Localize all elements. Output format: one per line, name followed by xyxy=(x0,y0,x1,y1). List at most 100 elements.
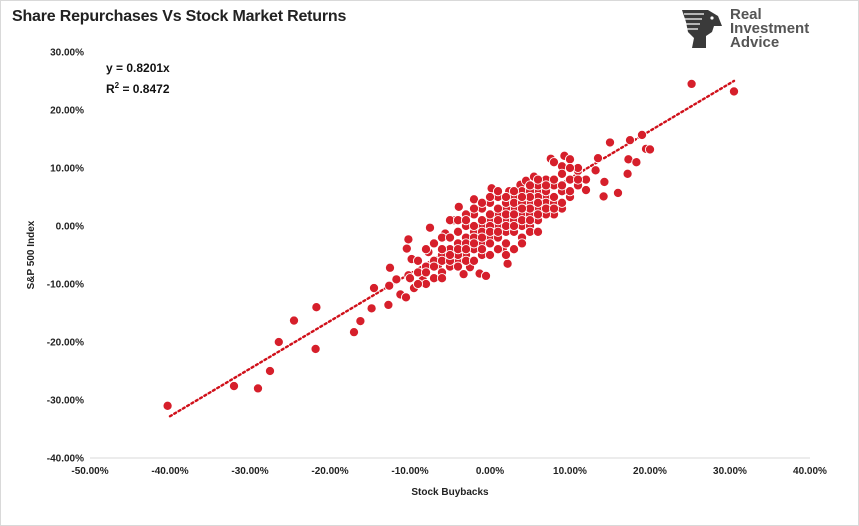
brand-logo: Real Investment Advice xyxy=(678,6,818,54)
data-point xyxy=(492,226,504,237)
data-point xyxy=(476,197,488,208)
data-point xyxy=(288,315,300,326)
data-point xyxy=(484,238,496,249)
data-point xyxy=(508,244,520,255)
data-point xyxy=(444,249,456,261)
data-point xyxy=(401,243,412,254)
data-point xyxy=(580,184,592,196)
data-point xyxy=(400,292,412,303)
data-point xyxy=(500,249,512,261)
data-point xyxy=(500,238,512,249)
r-squared-superscript: 2 xyxy=(114,81,120,90)
data-point xyxy=(412,255,424,266)
data-point xyxy=(590,165,601,176)
data-point xyxy=(556,168,568,179)
logo-line-1: Real xyxy=(730,6,762,23)
y-tick-label: 30.00% xyxy=(50,48,84,59)
data-point xyxy=(348,327,360,338)
data-point xyxy=(436,244,448,255)
x-tick-label: -20.00% xyxy=(311,466,348,477)
data-point xyxy=(460,215,472,226)
data-point xyxy=(368,283,380,294)
data-point xyxy=(311,302,322,313)
y-tick-label: 20.00% xyxy=(50,106,84,117)
data-point xyxy=(484,191,496,203)
data-point xyxy=(453,201,464,212)
data-point xyxy=(468,220,480,232)
y-tick-label: -30.00% xyxy=(47,396,84,407)
data-point xyxy=(548,191,560,203)
data-point xyxy=(604,137,616,148)
data-point xyxy=(516,238,528,249)
data-point xyxy=(532,209,544,220)
data-point xyxy=(532,226,544,237)
data-point xyxy=(532,197,544,208)
data-point xyxy=(492,186,504,197)
data-point xyxy=(310,343,321,355)
data-point xyxy=(728,86,740,97)
data-point xyxy=(480,270,492,281)
data-point xyxy=(366,303,377,314)
data-point xyxy=(424,222,436,233)
y-tick-label: -20.00% xyxy=(47,338,84,349)
x-tick-label: 30.00% xyxy=(713,466,747,477)
data-point xyxy=(556,180,568,191)
data-point xyxy=(548,203,560,214)
data-point xyxy=(458,269,469,280)
logo-line-3: Advice xyxy=(730,34,780,51)
data-point xyxy=(592,153,604,164)
data-point xyxy=(264,365,276,377)
data-point xyxy=(404,273,416,284)
r-squared-line: R2 = 0.8472 xyxy=(106,77,170,98)
data-point xyxy=(420,267,432,278)
data-point xyxy=(612,187,624,198)
data-point xyxy=(460,244,472,255)
regression-equation: y = 0.8201x R2 = 0.8472 xyxy=(106,60,170,98)
data-point xyxy=(598,191,609,202)
data-point xyxy=(548,174,560,185)
data-point xyxy=(516,203,528,214)
y-tick-label: 10.00% xyxy=(50,164,84,175)
data-point xyxy=(384,262,396,273)
data-point xyxy=(492,203,504,214)
data-point xyxy=(524,215,536,226)
data-point xyxy=(532,174,544,185)
data-point xyxy=(420,244,432,255)
data-point xyxy=(622,168,633,179)
data-point xyxy=(644,144,656,155)
data-point xyxy=(624,135,636,146)
x-tick-label: -10.00% xyxy=(391,466,428,477)
data-point xyxy=(162,400,173,411)
data-point xyxy=(540,180,552,191)
data-point xyxy=(508,220,520,232)
data-point xyxy=(636,129,648,140)
x-tick-label: 20.00% xyxy=(633,466,667,477)
x-tick-label: 40.00% xyxy=(793,466,827,477)
equation-line: y = 0.8201x xyxy=(106,61,170,75)
data-point xyxy=(428,261,440,272)
data-point xyxy=(355,316,366,327)
x-tick-label: 10.00% xyxy=(553,466,587,477)
data-point xyxy=(273,336,284,348)
data-point xyxy=(572,174,584,185)
data-point xyxy=(228,381,240,392)
data-point xyxy=(468,203,480,214)
logo-wordmark: Real Investment Advice xyxy=(730,6,810,51)
data-point xyxy=(391,274,402,285)
data-point xyxy=(476,244,488,255)
r-squared-value: = 0.8472 xyxy=(119,82,170,96)
data-point xyxy=(599,176,610,187)
logo-line-2: Investment xyxy=(730,20,810,37)
data-point xyxy=(631,157,642,168)
data-point xyxy=(686,78,697,89)
data-point xyxy=(484,249,496,261)
data-point xyxy=(436,273,448,284)
x-tick-label: -30.00% xyxy=(231,466,268,477)
x-tick-label: 0.00% xyxy=(476,466,504,477)
y-tick-label: 0.00% xyxy=(56,222,84,233)
data-point xyxy=(564,154,576,165)
points-layer xyxy=(162,78,740,411)
data-point xyxy=(452,226,464,237)
data-point xyxy=(516,191,528,203)
